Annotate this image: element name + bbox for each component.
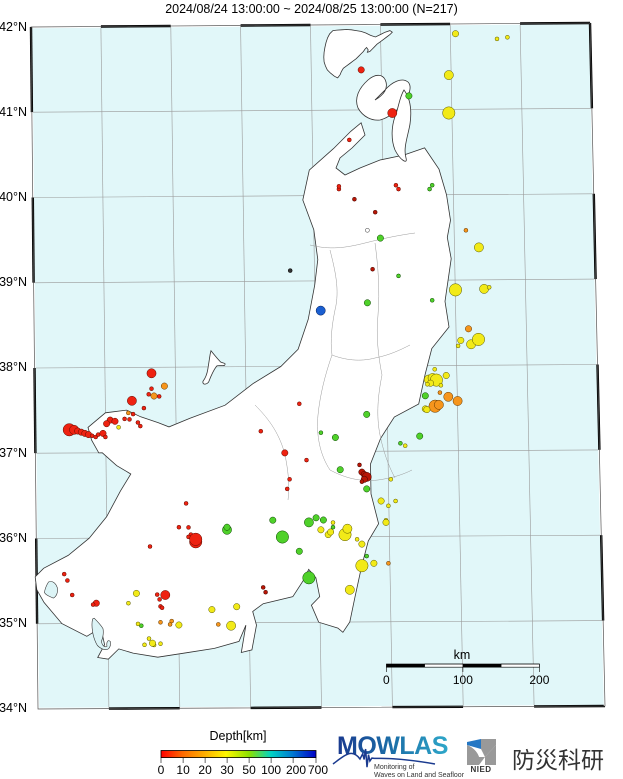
svg-text:100: 100 <box>453 673 473 687</box>
svg-text:200: 200 <box>529 673 549 687</box>
svg-text:34°N: 34°N <box>0 701 27 715</box>
svg-text:200: 200 <box>286 763 306 777</box>
svg-text:36°N: 36°N <box>0 531 27 545</box>
svg-text:30: 30 <box>220 763 234 777</box>
svg-text:39°N: 39°N <box>0 275 27 289</box>
svg-text:Waves on Land and Seafloor: Waves on Land and Seafloor <box>374 772 465 779</box>
svg-text:NIED: NIED <box>470 765 491 774</box>
svg-text:35°N: 35°N <box>0 616 27 630</box>
svg-text:0: 0 <box>158 763 165 777</box>
svg-text:100: 100 <box>261 763 281 777</box>
svg-text:20: 20 <box>198 763 212 777</box>
svg-text:40°N: 40°N <box>0 190 27 204</box>
svg-text:0: 0 <box>383 673 390 687</box>
svg-text:10: 10 <box>176 763 190 777</box>
svg-text:MOWLAS: MOWLAS <box>337 732 448 760</box>
svg-text:50: 50 <box>242 763 256 777</box>
svg-text:km: km <box>454 648 471 662</box>
svg-text:防災科研: 防災科研 <box>512 747 604 773</box>
svg-text:Monitoring of: Monitoring of <box>374 764 415 771</box>
svg-text:Depth[km]: Depth[km] <box>210 729 267 743</box>
svg-text:37°N: 37°N <box>0 446 27 460</box>
svg-text:38°N: 38°N <box>0 360 27 374</box>
svg-text:41°N: 41°N <box>0 105 27 119</box>
svg-text:42°N: 42°N <box>0 20 27 34</box>
svg-text:700: 700 <box>308 763 328 777</box>
